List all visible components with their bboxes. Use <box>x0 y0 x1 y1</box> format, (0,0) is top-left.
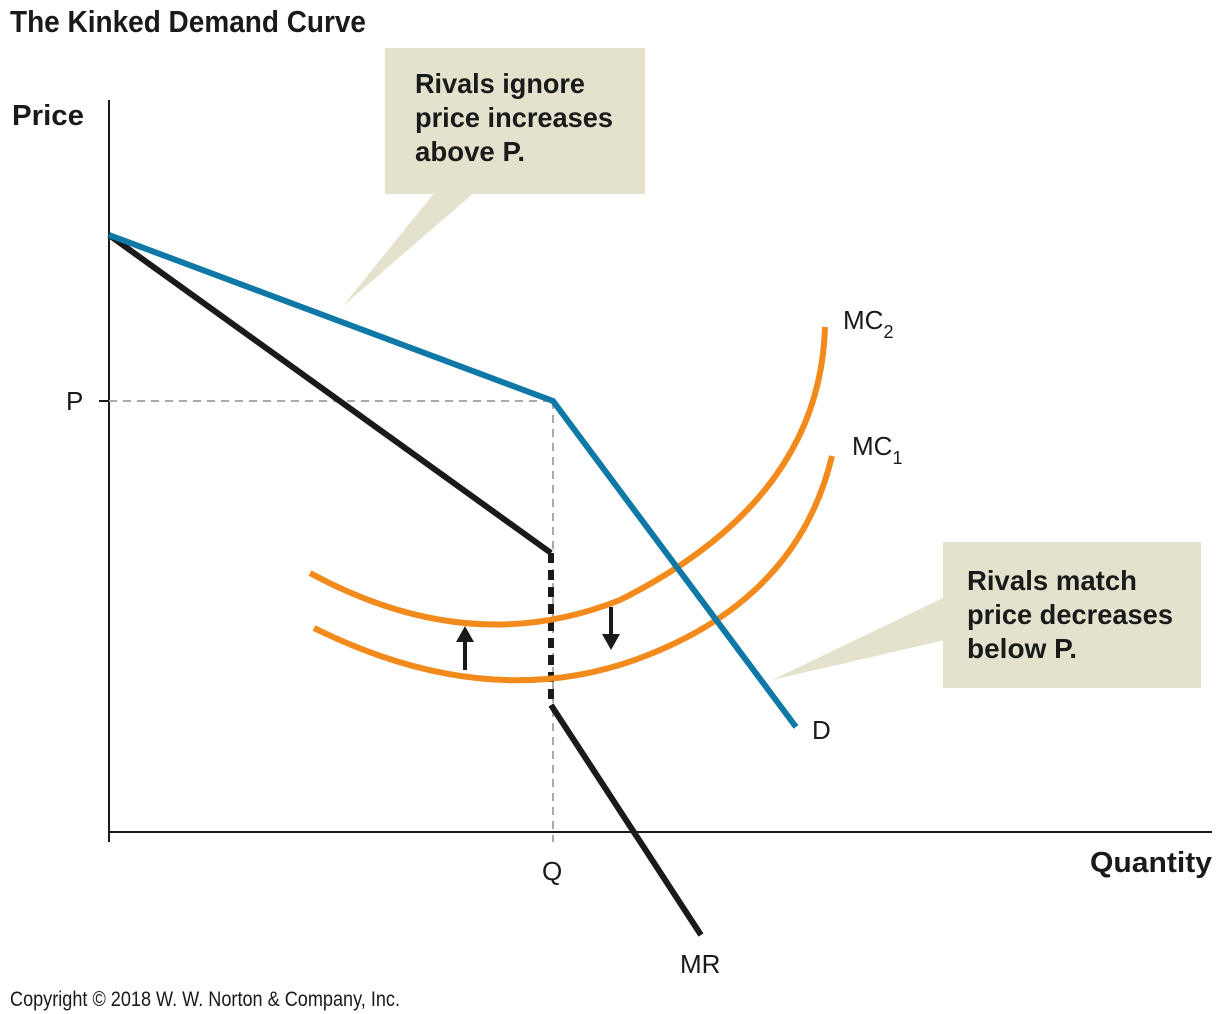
demand-label: D <box>812 715 831 745</box>
callout-bottom-box <box>943 542 1201 688</box>
callout-top-line-1: Rivals ignore <box>415 68 585 99</box>
callout-top-pointer <box>343 192 475 306</box>
callout-bottom-line-1: Rivals match <box>967 565 1137 596</box>
diagram-title: The Kinked Demand Curve <box>10 4 366 39</box>
mc1-label-base: MC <box>852 431 892 461</box>
p-label: P <box>66 386 83 416</box>
y-axis-label: Price <box>12 100 84 132</box>
callout-top-line-3: above P. <box>415 136 525 167</box>
up-arrow-icon <box>456 626 474 670</box>
q-label: Q <box>542 856 562 886</box>
mr-label: MR <box>680 949 720 979</box>
callout-bottom-line-3: below P. <box>967 633 1077 664</box>
down-arrow-icon <box>602 607 620 650</box>
mc1-label: MC1 <box>852 431 902 468</box>
callout-top-line-2: price increases <box>415 102 613 133</box>
mr-curve-lower <box>548 703 704 937</box>
copyright-text: Copyright © 2018 W. W. Norton & Company,… <box>10 988 400 1011</box>
mc2-curve <box>308 326 828 628</box>
mr-curve-upper <box>107 232 553 556</box>
callout-bottom-pointer <box>772 597 945 680</box>
callout-top: Rivals ignore price increases above P. <box>343 48 645 306</box>
callout-bottom-line-2: price decreases <box>967 599 1173 630</box>
mc2-label-sub: 2 <box>883 322 893 342</box>
mc1-curve <box>312 455 835 684</box>
demand-curve <box>107 232 799 729</box>
callout-bottom: Rivals match price decreases below P. <box>772 542 1201 688</box>
mc2-label: MC2 <box>843 305 893 342</box>
mc2-label-base: MC <box>843 305 883 335</box>
mc1-label-sub: 1 <box>892 448 902 468</box>
x-axis-label: Quantity <box>1090 847 1212 879</box>
callout-top-box <box>385 48 645 194</box>
